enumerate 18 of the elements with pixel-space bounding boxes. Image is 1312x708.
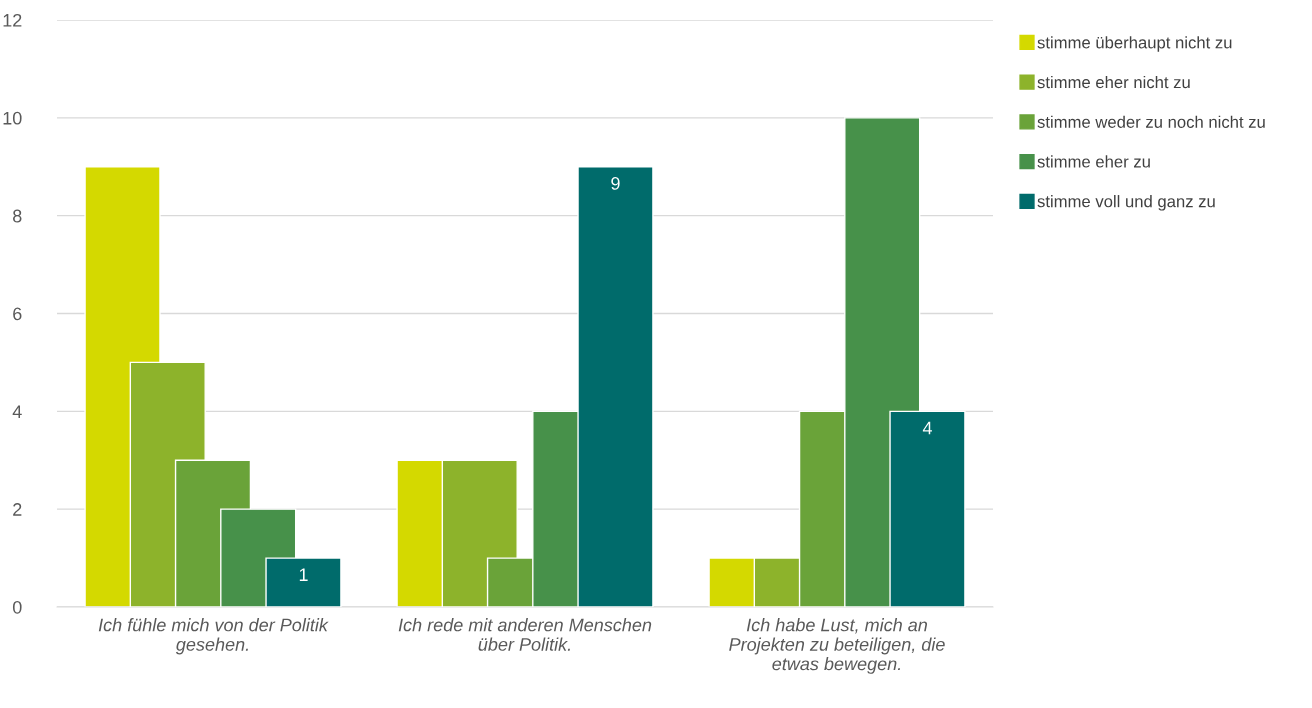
y-tick-label: 10 xyxy=(3,111,22,125)
y-tick-label: 12 xyxy=(3,13,22,27)
y-tick-label: 4 xyxy=(12,405,22,418)
legend-label: stimme eher zu xyxy=(1037,155,1150,168)
data-label: 1 xyxy=(299,568,308,581)
legend-label: stimme überhaupt nicht zu xyxy=(1037,36,1232,52)
x-tick-label: Ich habe Lust, mich an Projekten zu beteiligen, die etwas bewegen. xyxy=(729,618,945,674)
legend-label: stimme voll und ganz zu xyxy=(1037,195,1215,211)
legend-label: stimme eher nicht zu xyxy=(1037,75,1190,89)
x-tick-label: Ich rede mit anderen Menschen über Politik. xyxy=(398,618,652,651)
data-label: 9 xyxy=(611,177,620,190)
y-tick-label: 8 xyxy=(13,209,22,223)
y-tick-label: 2 xyxy=(13,503,22,516)
data-label: 4 xyxy=(922,421,932,435)
legend-label: stimme weder zu noch nicht zu xyxy=(1037,115,1265,128)
x-tick-label: Ich fühle mich von der Politik gesehen. xyxy=(98,618,329,655)
y-tick-label: 0 xyxy=(12,600,22,614)
y-tick-label: 6 xyxy=(13,307,22,321)
